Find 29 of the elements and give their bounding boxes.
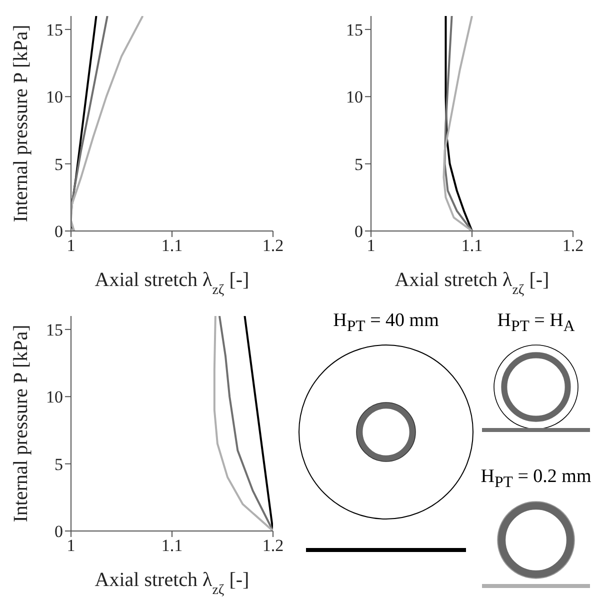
x-tick-label: 1.1 [161,236,183,256]
y-tick-label: 5 [354,154,363,174]
x-axis-title: Axial stretch λ$_{zζ}$ [-] [394,269,550,298]
x-tick-label: 1.2 [262,536,284,556]
x-tick-label: 1 [366,236,376,256]
y-tick-label: 0 [354,222,363,242]
y-tick-label: 5 [54,154,63,174]
y-axis-title: Internal pressure P [kPa] [10,324,32,522]
y-tick-label: 5 [54,454,63,474]
x-tick-label: 1.1 [161,536,183,556]
y-tick-label: 15 [46,20,63,40]
y-tick-label: 15 [46,320,63,340]
y-tick-label: 0 [54,522,63,542]
y-tick-label: 10 [346,88,363,107]
text: H$_{PT}$ = H$_{A}$ [496,309,576,337]
x-tick-label: 1 [66,236,76,256]
x-tick-label: 1.2 [562,236,584,256]
y-axis-title: Internal pressure P [kPa] [10,24,32,222]
y-tick-label: 10 [46,88,63,107]
x-tick-label: 1.2 [262,236,284,256]
y-tick-label: 15 [346,20,363,40]
text: H$_{PT}$ = 40 mm [332,309,440,337]
x-tick-label: 1 [66,536,76,556]
x-axis-title: Axial stretch λ$_{zζ}$ [-] [94,569,250,598]
text: H$_{PT}$ = 0.2 mm [480,465,592,493]
y-tick-label: 0 [54,222,63,242]
y-tick-label: 10 [46,388,63,407]
x-tick-label: 1.1 [461,236,483,256]
x-axis-title: Axial stretch λ$_{zζ}$ [-] [94,269,250,298]
